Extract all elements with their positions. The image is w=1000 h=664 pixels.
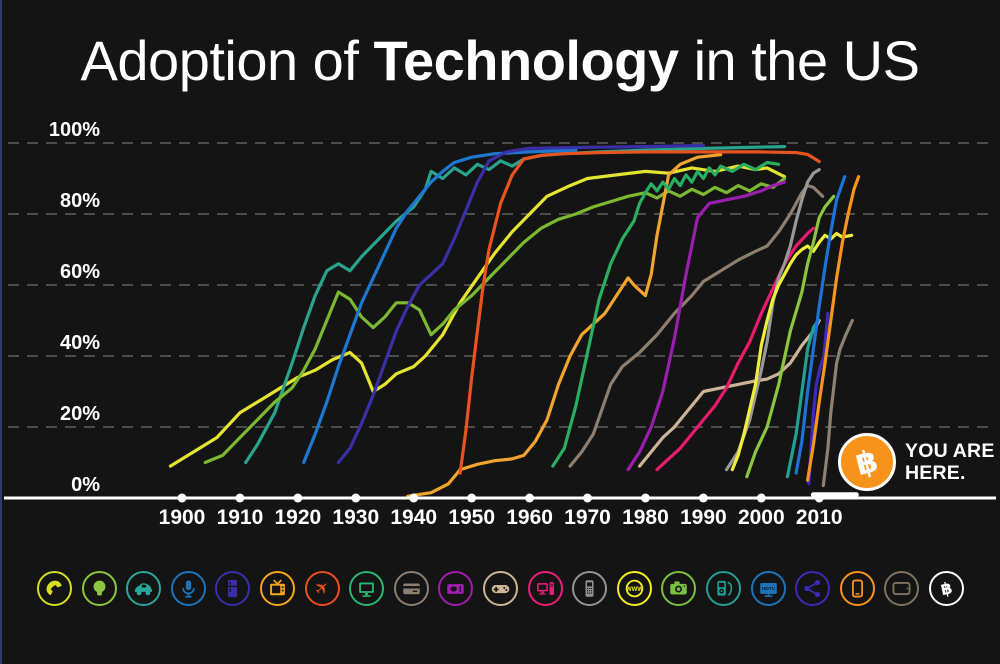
x-axis-dot-1990 xyxy=(698,493,708,503)
credit-card-icon xyxy=(393,571,429,606)
automobile-icon xyxy=(126,571,162,606)
color-tv-icon xyxy=(349,571,385,606)
page-title: Adoption of Technology in the US xyxy=(0,28,1000,93)
you-are-here-badge: ฿ YOU ARE HERE. xyxy=(838,433,995,491)
x-axis-label-2000: 2000 xyxy=(738,506,785,529)
y-axis-label-80: 80% xyxy=(60,190,100,212)
internet-icon: WWW xyxy=(616,571,652,606)
x-axis-dot-1910 xyxy=(235,493,245,503)
you-are-here-label: YOU ARE HERE. xyxy=(905,440,995,484)
x-axis-dot-2010 xyxy=(814,493,824,503)
svg-text:✈: ✈ xyxy=(311,577,334,600)
x-axis-dot-1900 xyxy=(177,493,187,503)
bitcoin-coin-icon: ฿ xyxy=(838,433,896,491)
y-axis-label-100: 100% xyxy=(49,119,100,141)
series-telephone xyxy=(168,164,787,468)
x-axis-label-1940: 1940 xyxy=(390,506,437,529)
social-media-icon xyxy=(795,571,831,606)
x-axis-dot-1980 xyxy=(640,493,650,503)
digital-camera-icon xyxy=(661,571,697,606)
tablet-icon xyxy=(884,571,920,606)
series-microwave xyxy=(626,180,787,472)
x-axis-dot-2000 xyxy=(756,493,766,503)
x-axis-dot-1920 xyxy=(293,493,303,503)
series-smartphone xyxy=(805,175,861,482)
x-axis-label-1950: 1950 xyxy=(448,506,495,529)
you-are-here-line2: HERE. xyxy=(905,462,966,484)
bitcoin-icon: ฿ xyxy=(928,571,964,606)
series-credit-card xyxy=(568,184,825,468)
x-axis-label-1970: 1970 xyxy=(564,506,611,529)
television-icon xyxy=(259,571,295,606)
x-axis-label-2010: 2010 xyxy=(796,506,843,529)
series-social-media xyxy=(807,311,830,486)
y-axis-label-20: 20% xyxy=(60,403,100,425)
radio-icon xyxy=(170,571,206,606)
series-digital-camera xyxy=(745,194,836,479)
left-edge-accent xyxy=(0,0,2,664)
x-axis-label-1900: 1900 xyxy=(159,506,206,529)
mp3-player-icon xyxy=(705,571,741,606)
series-radio xyxy=(302,148,578,465)
series-automobile xyxy=(203,176,787,465)
x-axis-label-1930: 1930 xyxy=(332,506,379,529)
y-axis-label-0: 0% xyxy=(71,474,100,496)
electricity-icon xyxy=(81,571,117,606)
series-refrigerator xyxy=(336,143,706,465)
title-prefix: Adoption of xyxy=(80,29,374,92)
series-tablet xyxy=(821,318,854,488)
bitcoin-symbol: ฿ xyxy=(852,442,882,482)
refrigerator-icon xyxy=(215,571,251,606)
video-games-icon xyxy=(482,571,518,606)
series-mp3-player xyxy=(785,318,820,479)
smartphone-icon xyxy=(839,571,875,606)
series-television xyxy=(458,150,821,475)
y-axis-label-40: 40% xyxy=(60,332,100,354)
x-axis-label-1910: 1910 xyxy=(217,506,264,529)
pc-icon xyxy=(527,571,563,606)
x-axis-dot-1960 xyxy=(525,493,535,503)
microwave-icon xyxy=(438,571,474,606)
x-axis-dot-1940 xyxy=(409,493,419,503)
x-axis-label-1960: 1960 xyxy=(506,506,553,529)
x-axis-label-1990: 1990 xyxy=(680,506,727,529)
telephone-icon xyxy=(37,571,72,606)
x-axis-dot-1950 xyxy=(467,493,477,503)
series-internet xyxy=(730,231,854,472)
title-bold: Technology xyxy=(373,29,679,92)
series-air-travel xyxy=(406,153,723,498)
series-hdtv xyxy=(794,175,847,475)
series-cell-phone xyxy=(724,168,821,472)
series-pc xyxy=(655,226,816,472)
svg-text:WWW: WWW xyxy=(626,586,644,593)
x-axis-dot-1930 xyxy=(351,493,361,503)
air-travel-icon: ✈ xyxy=(304,571,340,606)
y-axis-label-60: 60% xyxy=(60,261,100,283)
cell-phone-icon xyxy=(572,571,608,606)
series-video-games xyxy=(637,318,821,468)
series-color-tv xyxy=(551,160,781,468)
technology-icon-legend: ✈ WWW HDTV ฿ xyxy=(37,571,964,606)
hdtv-icon: HDTV xyxy=(750,571,786,606)
svg-text:฿: ฿ xyxy=(939,578,954,599)
x-axis-dot-1970 xyxy=(583,493,593,503)
you-are-here-line1: YOU ARE xyxy=(905,440,995,462)
svg-text:HDTV: HDTV xyxy=(761,586,775,592)
title-suffix: in the US xyxy=(678,29,920,92)
x-axis-label-1920: 1920 xyxy=(275,506,322,529)
x-axis-label-1980: 1980 xyxy=(622,506,669,529)
